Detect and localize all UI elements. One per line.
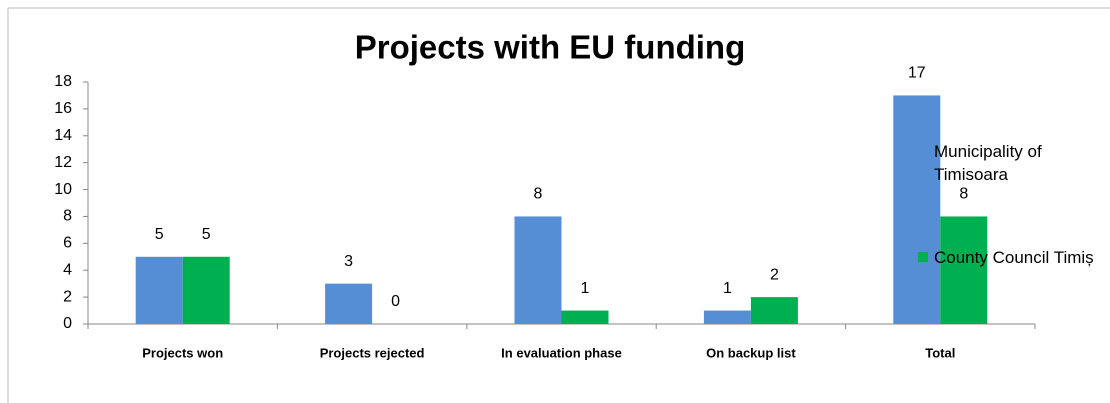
y-tick-label: 16 — [54, 100, 72, 117]
y-tick-label: 6 — [63, 235, 72, 252]
data-label: 17 — [908, 65, 926, 82]
y-tick-label: 2 — [63, 288, 72, 305]
y-tick-label: 14 — [54, 127, 72, 144]
y-tick-label: 10 — [54, 181, 72, 198]
legend-label: County Council Timiș — [934, 248, 1094, 267]
x-tick-label: Projects rejected — [320, 345, 425, 360]
bar — [940, 216, 988, 324]
legend-swatch — [918, 146, 928, 156]
y-tick-label: 4 — [63, 261, 72, 278]
x-tick-label: Projects won — [142, 345, 223, 360]
y-tick-label: 12 — [54, 154, 72, 171]
bar — [750, 297, 798, 324]
data-label: 3 — [344, 253, 353, 270]
legend-item: Municipality of Timisoara — [918, 140, 1103, 186]
y-tick-label: 8 — [63, 208, 72, 225]
y-tick-label: 18 — [54, 73, 72, 90]
bar — [514, 216, 562, 324]
y-tick-label: 0 — [63, 315, 72, 332]
chart-title: Projects with EU funding — [355, 29, 746, 66]
data-label: 5 — [155, 226, 164, 243]
legend-swatch — [918, 252, 928, 262]
legend-item: County Council Timiș — [918, 246, 1103, 269]
x-tick-label: On backup list — [706, 345, 796, 360]
bar — [893, 95, 941, 324]
x-tick-label: Total — [925, 345, 955, 360]
data-label: 1 — [723, 280, 732, 297]
data-label: 8 — [534, 186, 543, 203]
x-tick-label: In evaluation phase — [501, 345, 622, 360]
bar — [135, 256, 183, 324]
legend-label: Municipality of Timisoara — [934, 142, 1042, 184]
data-label: 1 — [581, 280, 590, 297]
bar — [182, 256, 230, 324]
data-label: 5 — [202, 226, 211, 243]
data-label: 2 — [770, 266, 779, 283]
bar — [561, 310, 609, 324]
data-label: 0 — [391, 293, 400, 310]
bar — [325, 283, 373, 324]
bar — [703, 310, 751, 324]
data-label: 8 — [959, 186, 968, 203]
